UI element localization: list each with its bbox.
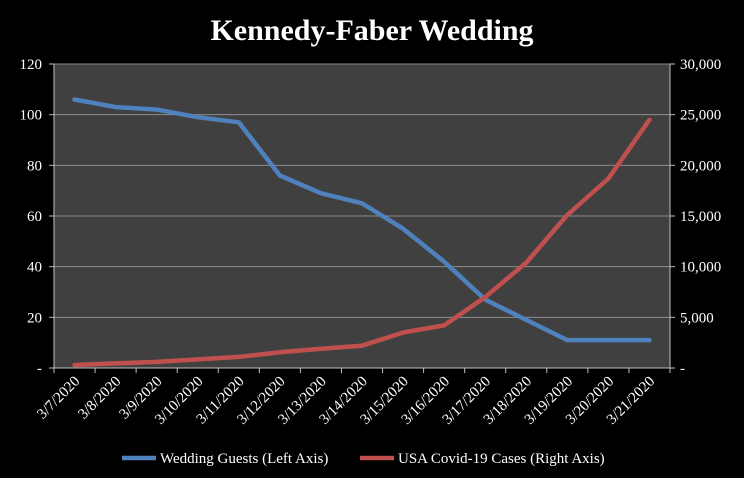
left-tick-label: 120 [20, 57, 43, 73]
left-tick-label: 20 [27, 310, 42, 326]
right-tick-label: - [680, 361, 685, 377]
x-axis-ticks: 3/7/20203/8/20203/9/20203/10/20203/11/20… [34, 374, 658, 428]
series-line-1 [72, 97, 652, 343]
left-axis-ticks: - 20 40 60 80 100 120 [20, 57, 43, 377]
chart-title: Kennedy-Faber Wedding [210, 14, 533, 47]
legend: Wedding Guests (Left Axis) USA Covid-19 C… [122, 451, 605, 467]
x-tick-label: 3/8/2020 [75, 374, 124, 423]
axes [49, 63, 675, 373]
gridlines [54, 63, 670, 318]
left-tick-label: - [37, 361, 42, 377]
left-tick-label: 40 [27, 260, 42, 276]
right-tick-label: 30,000 [680, 57, 721, 73]
right-tick-label: 20,000 [680, 158, 721, 174]
right-tick-label: 25,000 [680, 108, 721, 124]
x-tick-label: 3/7/2020 [34, 374, 83, 423]
left-tick-label: 100 [20, 108, 43, 124]
legend-label: Wedding Guests (Left Axis) [160, 451, 328, 467]
right-tick-label: 5,000 [680, 310, 714, 326]
right-tick-label: 10,000 [680, 260, 721, 276]
left-tick-label: 60 [27, 209, 42, 225]
series-line-2 [72, 117, 652, 368]
right-axis-ticks: - 5,000 10,000 15,000 20,000 25,000 30,000 [680, 57, 721, 377]
legend-label: USA Covid-19 Cases (Right Axis) [398, 451, 605, 467]
series-lines [72, 97, 652, 368]
left-tick-label: 80 [27, 158, 42, 174]
right-tick-label: 15,000 [680, 209, 721, 225]
